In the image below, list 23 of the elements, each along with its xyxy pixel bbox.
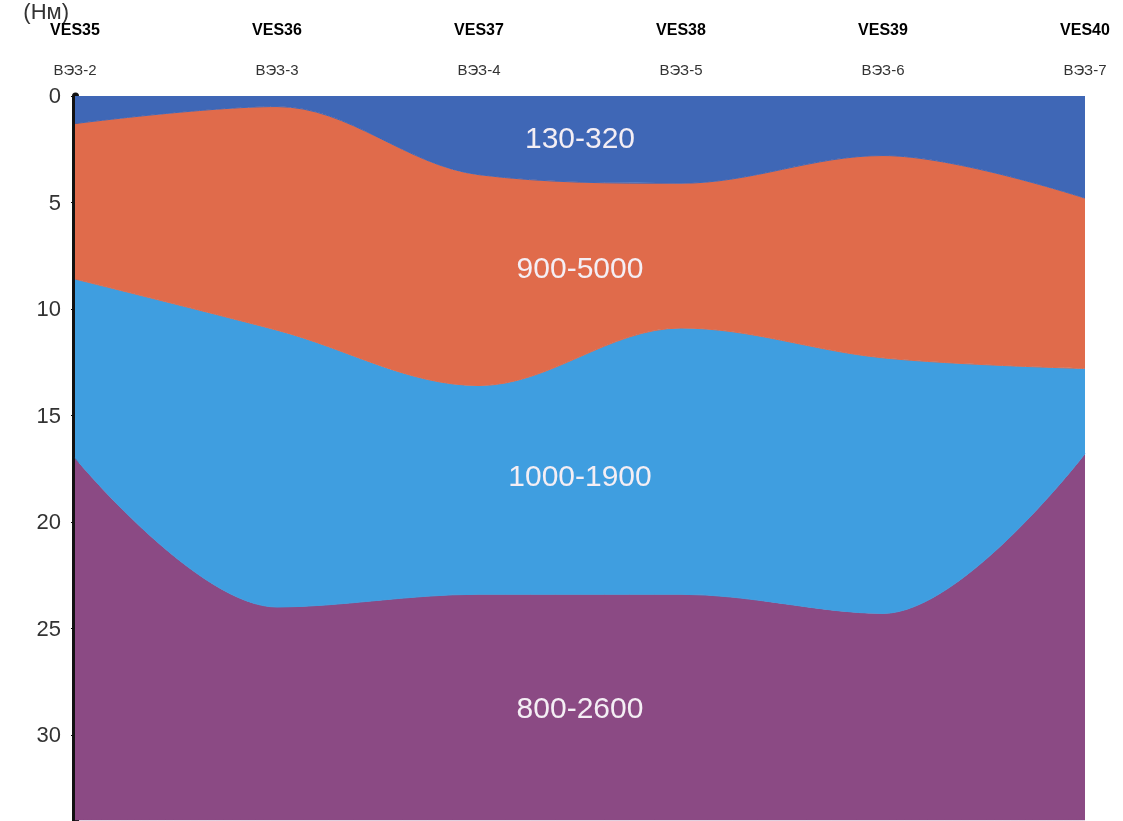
x-tick-label: VES37 <box>454 21 505 39</box>
x-tick-label: VES36 <box>252 21 303 39</box>
y-tick-label: 25 <box>36 615 61 641</box>
annotation: ВЭЗ-5 <box>659 61 703 79</box>
series-label: 900-5000 <box>516 251 644 285</box>
annotation: ВЭЗ-7 <box>1063 61 1107 79</box>
series-label: 130-320 <box>524 120 636 154</box>
y-tick-label: 10 <box>36 296 61 322</box>
series-label: 800-2600 <box>516 690 644 724</box>
y-tick-label: 30 <box>36 722 61 748</box>
annotation: ВЭЗ-6 <box>861 61 905 79</box>
y-tick-label: 0 <box>48 83 61 109</box>
y-tick-label: 15 <box>36 402 61 428</box>
x-tick-label: VES39 <box>858 21 909 39</box>
annotation: ВЭЗ-2 <box>53 61 97 79</box>
y-tick-label: 20 <box>36 509 61 535</box>
y-tick-label: 5 <box>48 189 61 215</box>
annotation: ВЭЗ-3 <box>255 61 299 79</box>
annotation: ВЭЗ-4 <box>457 61 501 79</box>
x-tick-label: VES40 <box>1060 21 1111 39</box>
y-axis-title: (Нм) <box>23 0 69 24</box>
x-tick-label: VES38 <box>656 21 707 39</box>
series-label: 1000-1900 <box>508 459 652 493</box>
